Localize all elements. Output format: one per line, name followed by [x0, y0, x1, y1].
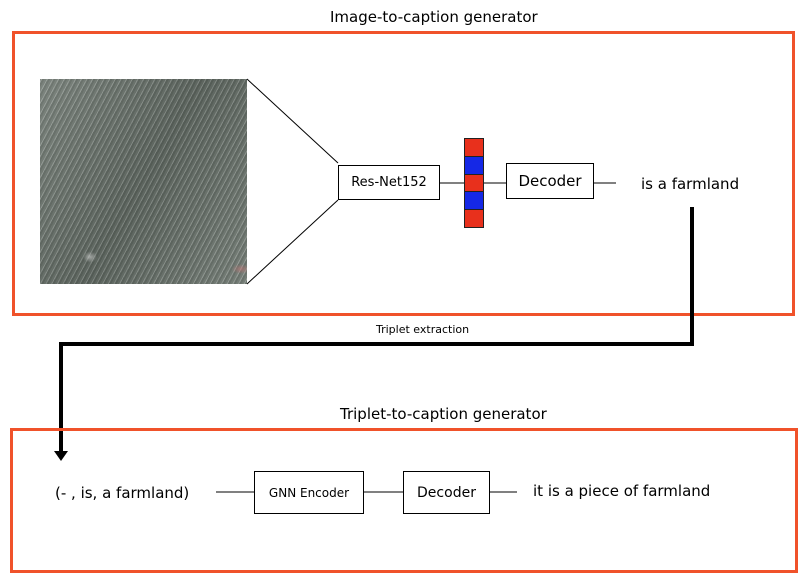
feature-cell — [464, 210, 484, 228]
feature-vector — [464, 138, 484, 228]
triplet-extraction-path — [59, 207, 694, 452]
top-decoder-label: Decoder — [518, 172, 582, 190]
feature-cell — [464, 192, 484, 211]
bottom-panel — [10, 428, 798, 573]
feature-cell — [464, 174, 484, 193]
funnel-line-bottom — [246, 199, 339, 285]
feature-cell — [464, 138, 484, 157]
gnn-encoder-box: GNN Encoder — [254, 471, 364, 514]
top-decoder-box: Decoder — [506, 163, 594, 199]
gnn-encoder-label: GNN Encoder — [268, 485, 350, 500]
feature-cell — [464, 156, 484, 175]
bottom-decoder-label: Decoder — [417, 484, 476, 501]
triplet-extraction-label: Triplet extraction — [376, 323, 470, 336]
top-panel — [12, 31, 795, 316]
triplet-extraction-arrowhead — [54, 451, 68, 461]
aerial-farmland-image — [40, 79, 247, 284]
bottom-panel-title: Triplet-to-caption generator — [340, 405, 547, 423]
resnet-encoder-box: Res-Net152 — [338, 165, 440, 200]
bottom-decoder-box: Decoder — [403, 471, 490, 514]
input-triplet: (- , is, a farmland) — [55, 484, 190, 502]
bottom-output-caption: it is a piece of farmland — [533, 482, 711, 500]
top-output-caption: is a farmland — [641, 175, 740, 193]
resnet-label: Res-Net152 — [351, 175, 427, 190]
funnel-line-top — [246, 78, 339, 164]
top-panel-title: Image-to-caption generator — [330, 8, 538, 26]
